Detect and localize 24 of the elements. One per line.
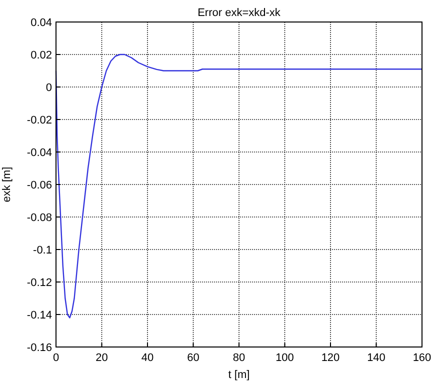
y-tick-label: 0.04 (30, 17, 52, 29)
y-tick-label: -0.14 (26, 310, 52, 322)
chart-title: Error exk=xkd-xk (198, 7, 281, 19)
x-tick-label: 160 (412, 352, 431, 364)
y-tick-label: -0.16 (26, 342, 52, 354)
x-tick-label: 40 (141, 352, 154, 364)
x-tick-label: 140 (367, 352, 386, 364)
y-tick-label: 0 (46, 82, 52, 94)
y-tick-label: -0.12 (26, 277, 52, 289)
x-tick-label: 20 (96, 352, 108, 364)
y-tick-label: -0.08 (26, 212, 52, 224)
y-tick-label: -0.06 (26, 180, 52, 192)
x-tick-label: 80 (232, 352, 246, 364)
x-tick-label: 0 (52, 352, 60, 364)
y-tick-label: -0.1 (33, 244, 52, 256)
y-axis-title: exk [m] (1, 166, 13, 202)
y-tick-label: -0.04 (26, 147, 52, 159)
x-tick-label: 60 (187, 352, 200, 364)
y-tick-label: -0.02 (26, 114, 52, 126)
x-tick-label: 120 (321, 352, 340, 364)
x-tick-label: 100 (276, 352, 294, 364)
x-axis-title: t [m] (228, 369, 250, 381)
y-tick-label: 0.02 (30, 50, 52, 62)
line-series (55, 54, 423, 318)
